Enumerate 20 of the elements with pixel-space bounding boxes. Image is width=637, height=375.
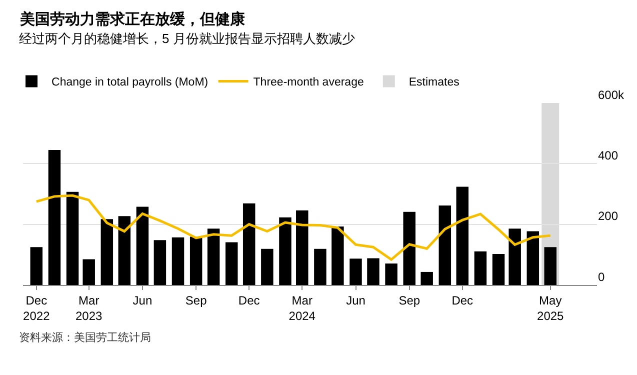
y-tick-label: 600k [598, 88, 626, 102]
x-tick-label: Jun [346, 293, 366, 308]
chart-title: 美国劳动力需求正在放缓，但健康 [19, 10, 246, 28]
x-tick-label: Dec [452, 293, 474, 308]
x-tick-label: Sep [185, 293, 208, 308]
x-tick-label: Mar 2024 [288, 293, 316, 323]
y-tick-label: 0 [598, 270, 605, 284]
legend-label: Estimates [408, 76, 460, 89]
x-tick-label: Jun [132, 293, 152, 308]
x-tick-label: Mar 2023 [76, 293, 103, 323]
legend-label: Change in total payrolls (MoM) [52, 76, 208, 89]
text: 资料来源：美国劳工统计局 [19, 331, 151, 344]
x-tick-label: May 2025 [537, 293, 564, 323]
y-tick-label: 400 [598, 148, 618, 162]
x-tick-label: Sep [398, 293, 420, 308]
chart-subtitle: 经过两个月的稳健增长，5 月份就业报告显示招聘人数减少 [19, 31, 355, 46]
y-tick-label: 200 [598, 209, 618, 224]
x-tick-label: Dec [238, 293, 260, 308]
legend-label: Three-month average [253, 76, 364, 89]
x-tick-label: Dec 2022 [23, 293, 50, 323]
